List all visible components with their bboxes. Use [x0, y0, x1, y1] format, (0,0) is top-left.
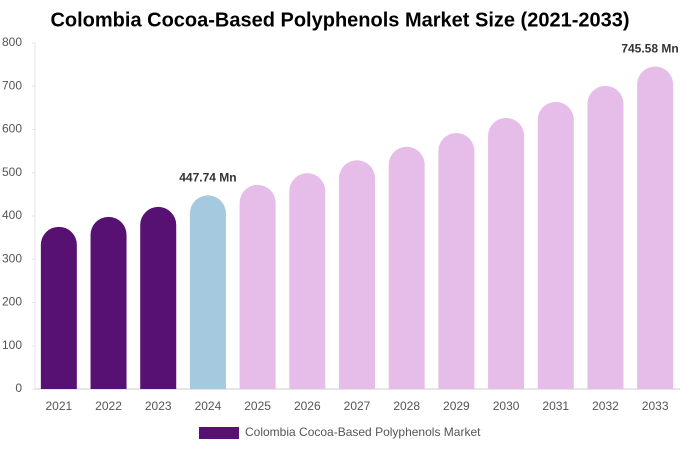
- y-tick-label: 800: [2, 35, 22, 49]
- x-tick-label: 2033: [642, 399, 669, 413]
- bar: [239, 184, 276, 389]
- bar: [438, 132, 475, 389]
- bar: [587, 85, 624, 389]
- bar: [488, 117, 525, 389]
- x-tick-label: 2022: [95, 399, 122, 413]
- bar: [90, 216, 127, 389]
- bar: [40, 226, 77, 389]
- x-tick-label: 2029: [443, 399, 470, 413]
- y-tick-label: 200: [2, 295, 22, 309]
- y-tick-label: 600: [2, 122, 22, 136]
- x-tick-label: 2024: [195, 399, 222, 413]
- y-tick-label: 500: [2, 165, 22, 179]
- x-tick-label: 2026: [294, 399, 321, 413]
- bar: [140, 206, 177, 389]
- bar: [637, 66, 674, 389]
- bar: [289, 173, 326, 389]
- x-tick-label: 2023: [145, 399, 172, 413]
- bar: [189, 195, 226, 389]
- legend-swatch: [199, 427, 239, 439]
- x-tick-label: 2031: [542, 399, 569, 413]
- y-tick-label: 0: [15, 381, 22, 395]
- bar: [537, 101, 574, 389]
- value-label: 745.58 Mn: [621, 42, 678, 56]
- value-label: 447.74 Mn: [179, 171, 236, 185]
- chart-title: Colombia Cocoa-Based Polyphenols Market …: [50, 9, 629, 31]
- y-tick-label: 300: [2, 251, 22, 265]
- x-tick-label: 2027: [344, 399, 371, 413]
- x-tick-label: 2030: [493, 399, 520, 413]
- bar: [388, 146, 425, 389]
- legend-label: Colombia Cocoa-Based Polyphenols Market: [245, 425, 481, 439]
- y-tick-label: 400: [2, 208, 22, 222]
- bar: [339, 160, 375, 389]
- x-tick-label: 2021: [45, 399, 72, 413]
- x-tick-label: 2025: [244, 399, 271, 413]
- y-tick-label: 700: [2, 78, 22, 92]
- y-tick-label: 100: [2, 338, 22, 352]
- x-tick-label: 2028: [393, 399, 420, 413]
- x-tick-label: 2032: [592, 399, 619, 413]
